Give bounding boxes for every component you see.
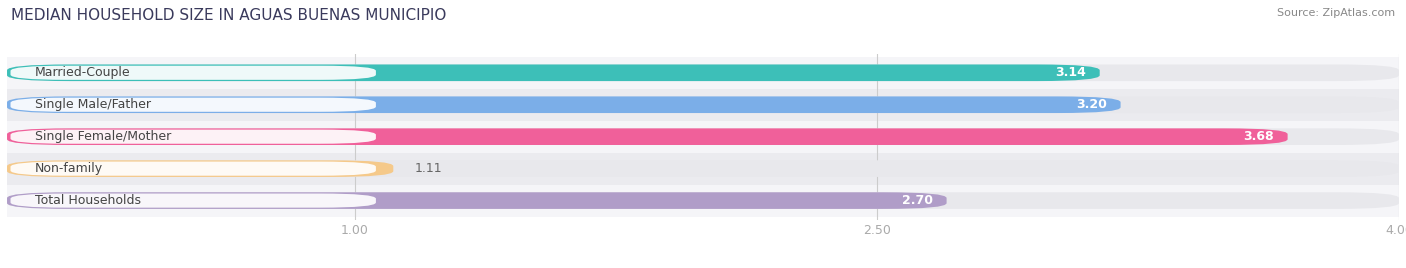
FancyBboxPatch shape	[7, 192, 1399, 209]
FancyBboxPatch shape	[10, 66, 375, 80]
Text: MEDIAN HOUSEHOLD SIZE IN AGUAS BUENAS MUNICIPIO: MEDIAN HOUSEHOLD SIZE IN AGUAS BUENAS MU…	[11, 8, 447, 23]
FancyBboxPatch shape	[7, 160, 1399, 177]
Text: Source: ZipAtlas.com: Source: ZipAtlas.com	[1277, 8, 1395, 18]
FancyBboxPatch shape	[7, 192, 946, 209]
FancyBboxPatch shape	[7, 153, 1399, 185]
FancyBboxPatch shape	[10, 130, 375, 144]
Text: 3.20: 3.20	[1076, 98, 1107, 111]
FancyBboxPatch shape	[7, 128, 1288, 145]
FancyBboxPatch shape	[7, 57, 1399, 89]
FancyBboxPatch shape	[7, 128, 1399, 145]
Text: Non-family: Non-family	[35, 162, 103, 175]
Text: Single Male/Father: Single Male/Father	[35, 98, 150, 111]
FancyBboxPatch shape	[7, 96, 1121, 113]
Text: Total Households: Total Households	[35, 194, 141, 207]
FancyBboxPatch shape	[10, 162, 375, 176]
Text: 3.14: 3.14	[1054, 66, 1085, 79]
FancyBboxPatch shape	[7, 96, 1399, 113]
FancyBboxPatch shape	[7, 121, 1399, 153]
Text: 2.70: 2.70	[901, 194, 932, 207]
FancyBboxPatch shape	[7, 65, 1399, 81]
FancyBboxPatch shape	[10, 98, 375, 112]
FancyBboxPatch shape	[7, 65, 1099, 81]
Text: Married-Couple: Married-Couple	[35, 66, 131, 79]
FancyBboxPatch shape	[7, 160, 394, 177]
Text: Single Female/Mother: Single Female/Mother	[35, 130, 172, 143]
FancyBboxPatch shape	[10, 193, 375, 208]
Text: 3.68: 3.68	[1243, 130, 1274, 143]
Text: 1.11: 1.11	[415, 162, 441, 175]
FancyBboxPatch shape	[7, 89, 1399, 121]
FancyBboxPatch shape	[7, 185, 1399, 217]
